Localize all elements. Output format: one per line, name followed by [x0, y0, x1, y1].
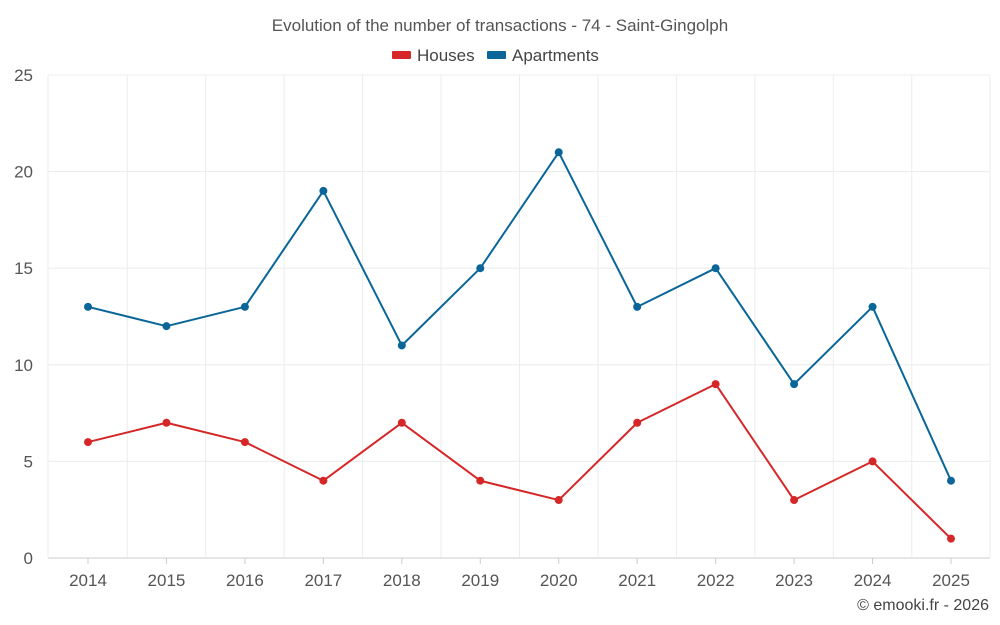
x-tick-label: 2024 [854, 571, 892, 590]
chart-title: Evolution of the number of transactions … [272, 16, 728, 35]
series-apartments [84, 148, 955, 485]
data-point [162, 322, 171, 331]
data-point [633, 418, 642, 427]
data-point [240, 438, 249, 447]
x-tick-label: 2022 [697, 571, 735, 590]
legend: Houses Apartments [392, 46, 599, 65]
data-point [476, 476, 485, 485]
x-tick-label: 2021 [618, 571, 656, 590]
x-tick-label: 2016 [226, 571, 264, 590]
x-tick-label: 2023 [775, 571, 813, 590]
x-axis: 2014 2015 2016 2017 2018 2019 2020 2021 2022 2023… [69, 558, 970, 590]
data-point [711, 264, 720, 273]
data-point [554, 496, 563, 505]
series-houses [84, 380, 955, 543]
legend-label: Apartments [512, 46, 599, 65]
legend-item-apartments: Apartments [487, 46, 599, 65]
series-group [84, 148, 955, 543]
data-point [162, 418, 171, 427]
y-axis: 0 5 10 15 20 25 [14, 66, 33, 568]
y-tick-label: 25 [14, 66, 33, 85]
y-tick-label: 5 [24, 452, 33, 471]
data-point [868, 302, 877, 311]
data-point [947, 476, 955, 485]
series-line [87, 151, 952, 482]
y-tick-label: 0 [24, 549, 33, 568]
data-point [554, 148, 563, 157]
data-point [240, 302, 249, 311]
y-tick-label: 10 [14, 356, 33, 375]
data-point [868, 457, 877, 466]
data-point [84, 438, 92, 447]
y-tick-label: 20 [14, 163, 33, 182]
credit-text: © emooki.fr - 2026 [857, 597, 989, 614]
x-tick-label: 2019 [461, 571, 499, 590]
data-point [84, 302, 92, 311]
data-point [476, 264, 485, 273]
data-point [319, 186, 328, 195]
legend-item-houses: Houses [392, 46, 475, 65]
legend-swatch [487, 51, 506, 59]
data-point [790, 496, 799, 505]
data-point [397, 341, 406, 350]
x-tick-label: 2025 [932, 571, 970, 590]
data-point [947, 534, 955, 543]
data-point [633, 302, 642, 311]
data-point [790, 380, 799, 389]
x-tick-label: 2018 [383, 571, 421, 590]
grid [47, 74, 991, 559]
series-line [87, 383, 952, 540]
x-tick-label: 2015 [148, 571, 186, 590]
x-tick-label: 2020 [540, 571, 578, 590]
legend-swatch [392, 51, 411, 59]
data-point [319, 476, 328, 485]
x-tick-label: 2014 [69, 571, 107, 590]
y-tick-label: 15 [14, 259, 33, 278]
data-point [711, 380, 720, 389]
data-point [397, 418, 406, 427]
legend-label: Houses [417, 46, 475, 65]
x-tick-label: 2017 [304, 571, 342, 590]
